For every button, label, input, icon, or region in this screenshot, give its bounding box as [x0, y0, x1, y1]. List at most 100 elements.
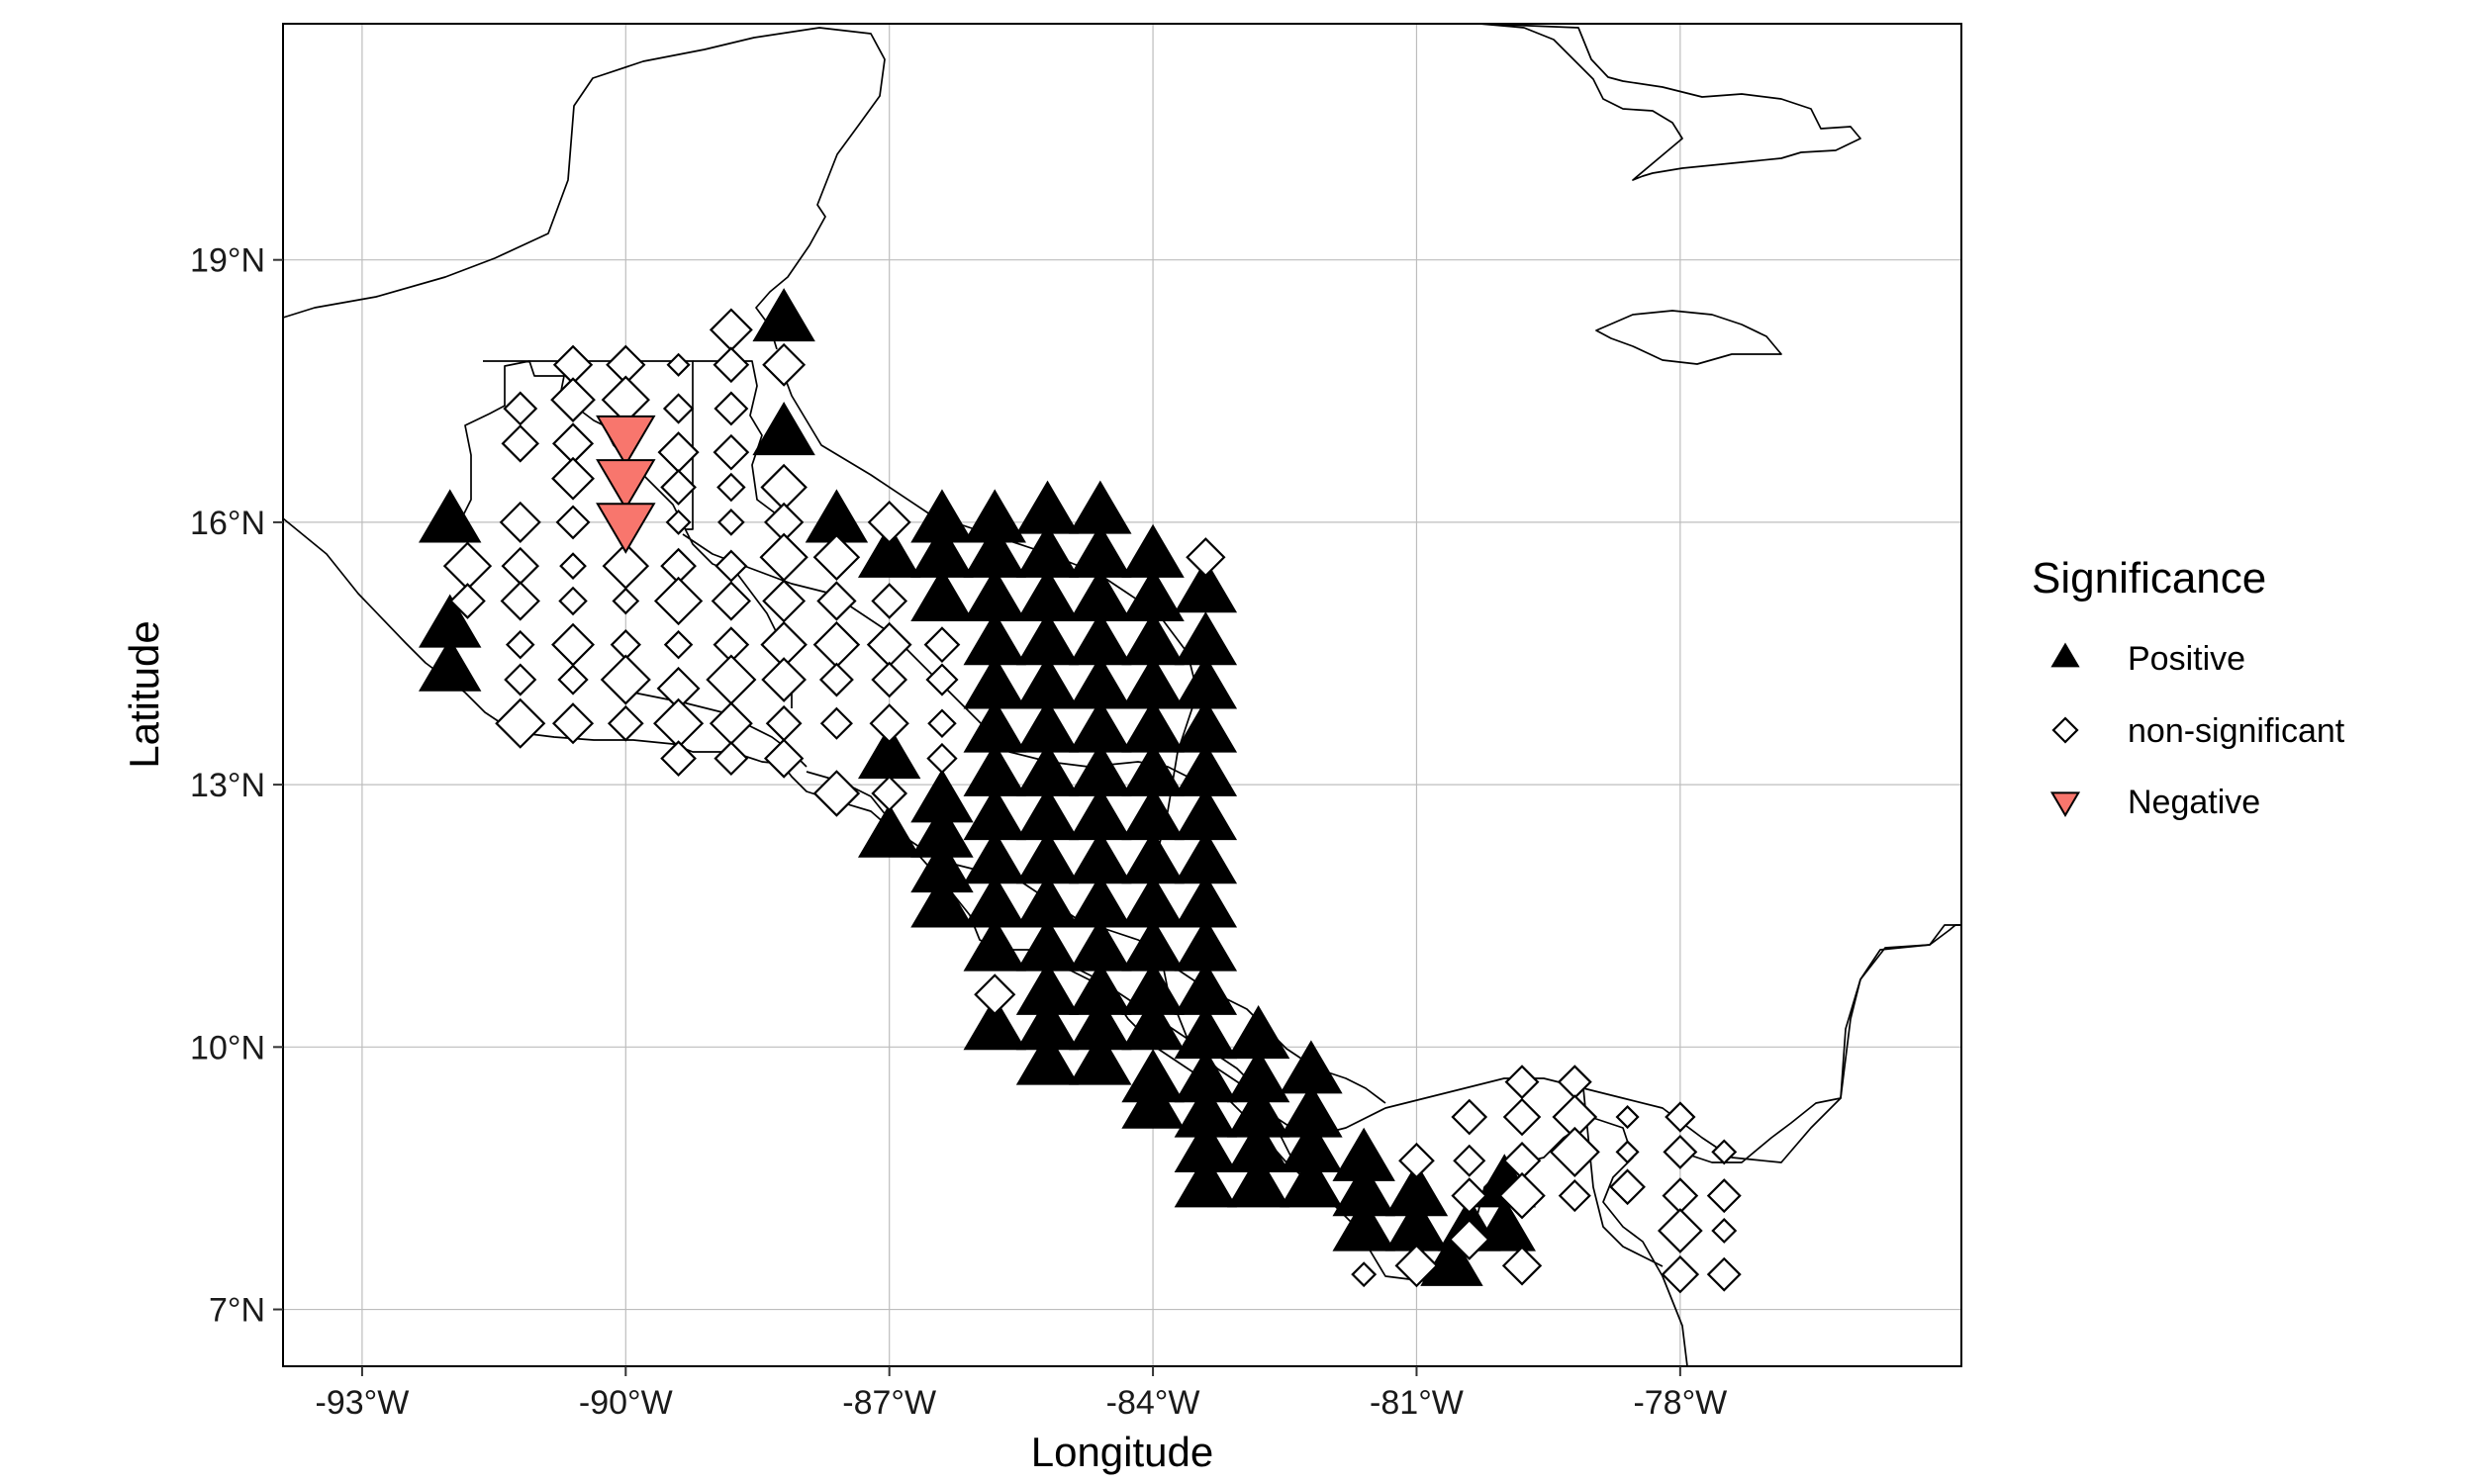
nonsignificant-marker: [717, 509, 745, 536]
coastline-yucatan: [282, 27, 886, 350]
y-tick-label: 13°N: [190, 767, 265, 804]
positive-marker: [1473, 1197, 1536, 1252]
nonsignificant-marker: [500, 581, 540, 621]
nonsignificant-marker: [763, 738, 805, 779]
y-tick-label: 10°N: [190, 1029, 265, 1067]
y-tick-label: 16°N: [190, 505, 265, 542]
positive-marker: [752, 288, 815, 342]
panel-border: [282, 23, 1962, 1367]
nonsignificant-marker: [714, 741, 749, 777]
nonsignificant-marker: [819, 706, 853, 740]
positive-marker: [910, 567, 974, 622]
nonsignificant-marker: [1711, 1139, 1738, 1165]
nonsignificant-marker: [1398, 1142, 1435, 1179]
nonsignificant-marker: [1549, 1126, 1600, 1177]
nonsignificant-marker: [1502, 1097, 1542, 1137]
nonsignificant-marker: [761, 657, 807, 702]
nonsignificant-marker: [1711, 1218, 1738, 1244]
data-markers: [419, 288, 1742, 1294]
nonsignificant-marker: [660, 740, 697, 777]
negative-marker: [596, 503, 656, 554]
nonsignificant-marker: [559, 552, 587, 580]
coastline-cuba: [1478, 23, 1861, 181]
nonsignificant-marker: [1451, 1098, 1488, 1136]
nonsignificant-marker: [1186, 537, 1226, 578]
nonsignificant-marker: [551, 456, 595, 501]
nonsignificant-marker: [663, 629, 694, 660]
nonsignificant-marker: [600, 654, 651, 705]
nonsignificant-marker: [495, 697, 546, 749]
legend: Significance Positive non-significant Nega…: [2032, 554, 2345, 821]
positive-marker: [910, 874, 974, 928]
legend-key-negative: [2049, 791, 2081, 817]
nonsignificant-marker: [762, 579, 807, 623]
nonsignificant-marker: [711, 581, 752, 621]
x-axis-title: Longitude: [1031, 1429, 1214, 1475]
nonsignificant-marker: [714, 549, 748, 583]
positive-marker: [1280, 1154, 1343, 1208]
nonsignificant-marker: [1615, 1104, 1640, 1130]
nonsignificant-marker: [925, 663, 959, 696]
nonsignificant-marker: [1504, 1065, 1540, 1100]
nonsignificant-marker: [713, 346, 750, 384]
nonsignificant-marker: [871, 583, 908, 619]
nonsignificant-marker: [550, 377, 596, 422]
nonsignificant-marker: [660, 469, 697, 506]
positive-marker: [1174, 1154, 1238, 1208]
positive-marker: [963, 996, 1026, 1051]
axis-ticks: -93°W -90°W -87°W -84°W -81°W -78°W 7°N 10°N 13°…: [190, 242, 1727, 1422]
positive-marker: [752, 402, 815, 456]
x-tick-label: -81°W: [1370, 1384, 1464, 1422]
y-tick-label: 7°N: [209, 1292, 265, 1330]
negative-marker: [596, 459, 656, 510]
nonsignificant-marker: [927, 708, 957, 738]
nonsignificant-marker: [607, 704, 644, 742]
positive-marker: [1121, 1074, 1185, 1129]
legend-items: Positive non-significant Negative: [2049, 640, 2345, 821]
nonsignificant-marker: [1501, 1246, 1543, 1286]
border-belize: [693, 360, 778, 515]
nonsignificant-marker: [1558, 1179, 1591, 1213]
nonsignificant-marker: [558, 586, 588, 616]
x-tick-label: -90°W: [579, 1384, 673, 1422]
positive-marker: [1332, 1197, 1395, 1252]
nonsignificant-marker: [1661, 1254, 1700, 1294]
nonsignificant-marker: [1448, 1218, 1490, 1260]
nonsignificant-marker: [869, 703, 909, 744]
legend-title: Significance: [2032, 554, 2266, 603]
nonsignificant-marker: [714, 391, 749, 426]
legend-key-positive: [2050, 642, 2080, 668]
positive-marker: [857, 523, 921, 578]
nonsignificant-marker: [499, 501, 541, 543]
nonsignificant-marker: [503, 391, 538, 426]
nonsignificant-marker: [923, 626, 961, 664]
coastline-colombia: [1671, 924, 1961, 1163]
legend-label-nonsig: non-significant: [2128, 712, 2345, 750]
nonsignificant-marker: [449, 583, 486, 619]
nonsignificant-marker: [812, 770, 861, 817]
nonsignificant-marker: [504, 663, 537, 696]
nonsignificant-marker: [653, 576, 704, 626]
positive-marker: [857, 803, 921, 858]
legend-label-positive: Positive: [2128, 640, 2245, 678]
nonsignificant-marker: [557, 664, 589, 696]
nonsignificant-marker: [505, 629, 535, 660]
nonsignificant-marker: [551, 702, 595, 745]
nonsignificant-marker: [762, 342, 807, 387]
nonsignificant-marker: [713, 433, 750, 471]
positive-marker: [1015, 1031, 1080, 1085]
nonsignificant-marker: [662, 393, 695, 424]
positive-marker: [1226, 1154, 1290, 1208]
nonsignificant-marker: [867, 500, 911, 544]
x-tick-label: -78°W: [1633, 1384, 1727, 1422]
nonsignificant-marker: [555, 505, 591, 540]
positive-marker: [1420, 1232, 1483, 1286]
nonsignificant-marker: [1657, 1208, 1703, 1253]
nonsignificant-marker: [871, 775, 908, 812]
nonsignificant-marker: [666, 352, 691, 377]
nonsignificant-marker: [816, 581, 857, 621]
nonsignificant-marker: [818, 662, 854, 697]
nonsignificant-marker: [1394, 1244, 1439, 1288]
nonsignificant-marker: [501, 424, 540, 463]
